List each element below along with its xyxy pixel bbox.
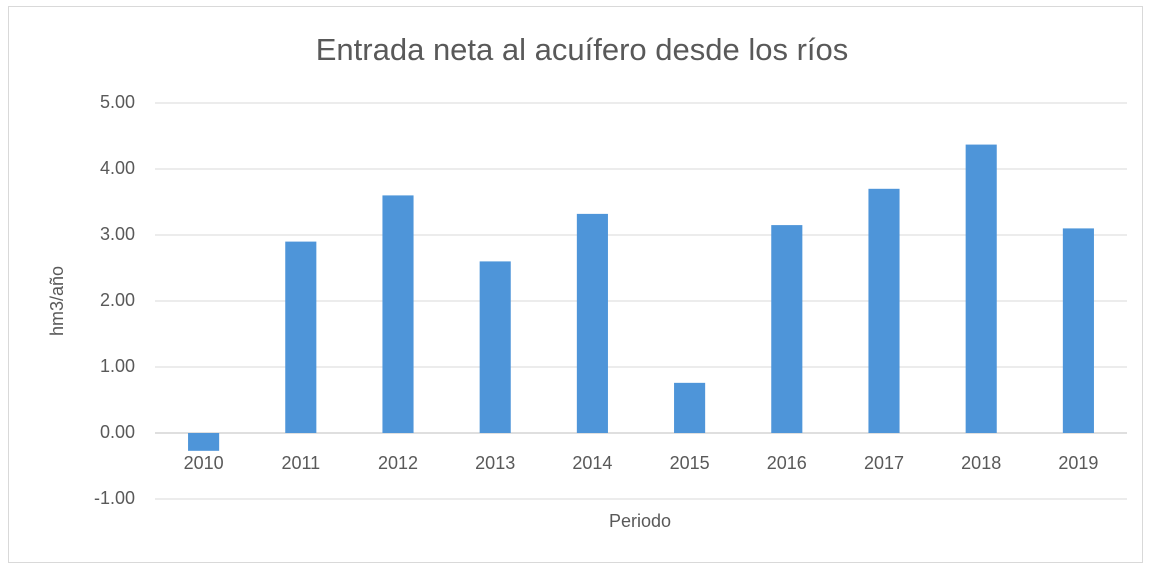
y-tick-label: 2.00 bbox=[100, 290, 135, 310]
bar bbox=[576, 213, 608, 433]
x-tick-label: 2016 bbox=[767, 453, 807, 473]
y-axis-label: hm3/año bbox=[47, 266, 67, 336]
x-axis-label: Periodo bbox=[609, 511, 671, 531]
x-tick-label: 2010 bbox=[184, 453, 224, 473]
y-tick-label: 3.00 bbox=[100, 224, 135, 244]
bar bbox=[188, 433, 220, 451]
y-tick-label: 5.00 bbox=[100, 92, 135, 112]
x-tick-label: 2015 bbox=[670, 453, 710, 473]
bar bbox=[285, 241, 317, 433]
y-tick-label: 1.00 bbox=[100, 356, 135, 376]
chart-title: Entrada neta al acuífero desde los ríos bbox=[316, 32, 849, 67]
y-tick-label: -1.00 bbox=[94, 488, 135, 508]
x-tick-label: 2012 bbox=[378, 453, 418, 473]
chart-frame bbox=[8, 6, 1143, 563]
y-tick-label: 0.00 bbox=[100, 422, 135, 442]
x-tick-label: 2017 bbox=[864, 453, 904, 473]
bar bbox=[771, 225, 803, 433]
x-tick-label: 2018 bbox=[961, 453, 1001, 473]
bar bbox=[1062, 228, 1094, 433]
bar bbox=[868, 188, 900, 433]
x-tick-label: 2014 bbox=[572, 453, 612, 473]
y-tick-label: 4.00 bbox=[100, 158, 135, 178]
x-tick-label: 2013 bbox=[475, 453, 515, 473]
bar bbox=[965, 144, 997, 433]
bar bbox=[479, 261, 511, 433]
bar bbox=[674, 382, 706, 433]
x-tick-label: 2011 bbox=[281, 453, 320, 473]
bar bbox=[382, 195, 414, 433]
x-tick-label: 2019 bbox=[1058, 453, 1098, 473]
